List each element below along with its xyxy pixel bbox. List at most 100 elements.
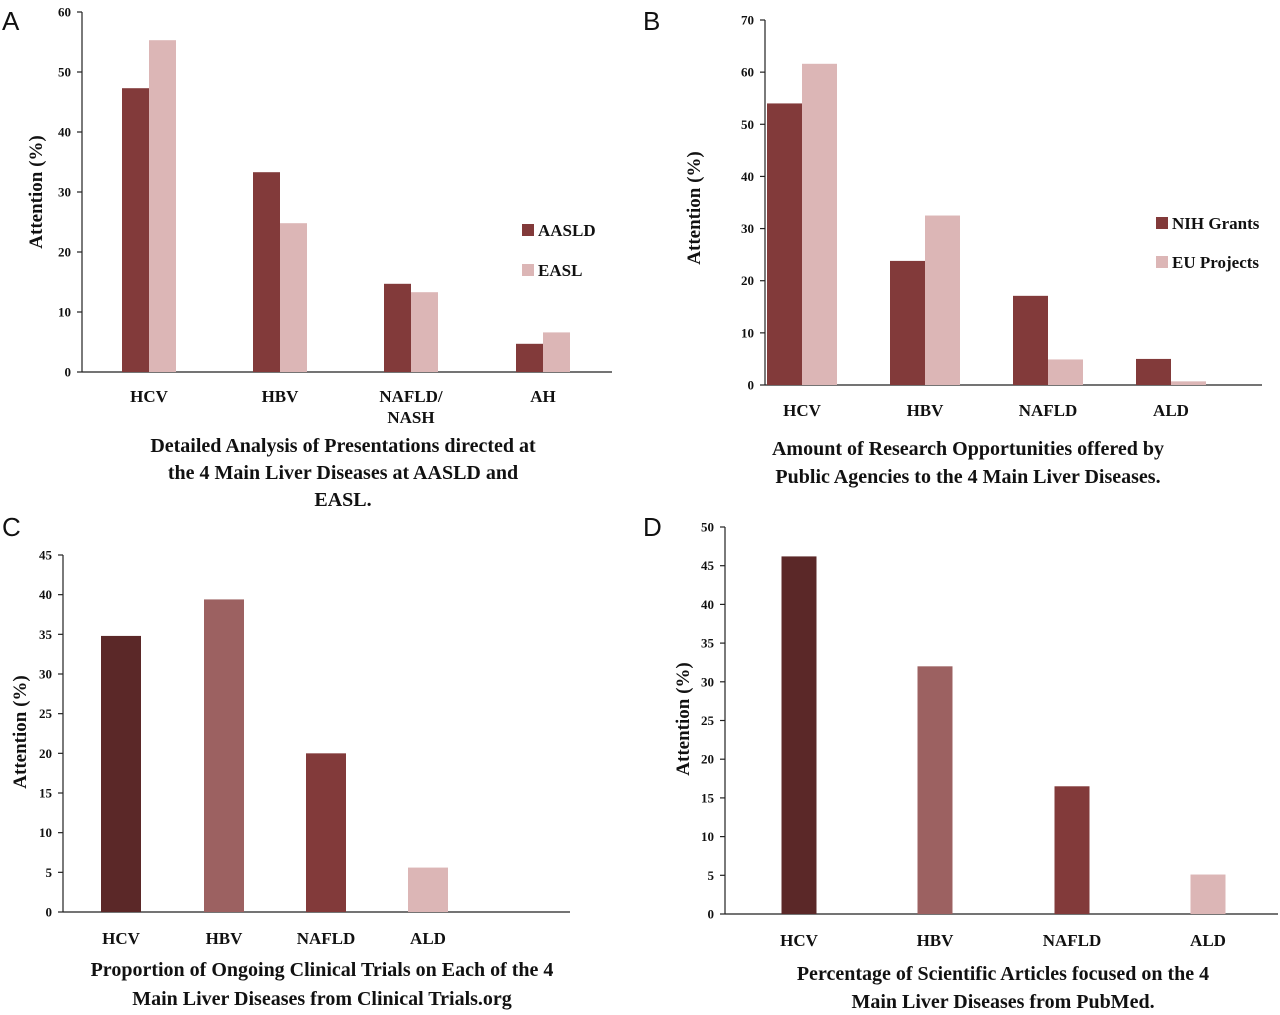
y-tick-label: 50 <box>701 520 714 535</box>
bar-aasld-hbv <box>253 172 280 372</box>
y-tick-label: 50 <box>58 65 71 80</box>
bar-nih-grants-nafld <box>1013 295 1048 385</box>
bar-nafld <box>1054 786 1090 914</box>
x-tick-label: NAFLD <box>1043 931 1102 950</box>
x-tick-label: HBV <box>917 931 955 950</box>
bar-hbv <box>204 599 244 912</box>
bar-ald <box>1190 874 1226 914</box>
x-tick-label: HBV <box>907 401 945 420</box>
panel-letter: D <box>643 512 662 542</box>
bar-eu-projects-ald <box>1171 381 1206 385</box>
x-tick-label: HBV <box>206 929 244 948</box>
y-tick-label: 10 <box>701 829 714 844</box>
panel-a: A 0 10 20 30 40 50 60 Attention (%) AASLD EASL HCV H… <box>2 5 612 511</box>
bar-easl-ah <box>543 332 570 372</box>
legend-label: EU Projects <box>1172 253 1259 272</box>
x-tick-label: NAFLD/NASH <box>379 387 443 427</box>
x-tick-label: HBV <box>262 387 300 406</box>
y-axis-label: Attention (%) <box>10 675 31 788</box>
y-tick-label: 70 <box>741 13 754 28</box>
legend-label: NIH Grants <box>1172 214 1260 233</box>
y-tick-label: 50 <box>741 117 754 132</box>
bar-easl-hcv <box>149 40 176 372</box>
panel-caption-line: the 4 Main Liver Diseases at AASLD and <box>168 462 518 484</box>
bar-easl-nafld <box>411 292 438 372</box>
bar-nih-grants-hbv <box>890 260 925 385</box>
x-tick-label: HCV <box>783 401 822 420</box>
y-tick-label: 45 <box>39 548 53 563</box>
y-tick-label: 30 <box>39 667 52 682</box>
y-tick-label: 10 <box>39 825 52 840</box>
panel-d: D 0 5 10 15 20 25 30 35 40 45 50 Attention (%) HCV HBV… <box>643 512 1278 1013</box>
panel-c: C 0 5 10 15 20 25 30 35 40 45 Attention (%) HCV HBV NA… <box>2 512 570 1010</box>
y-axis-label: Attention (%) <box>684 151 705 264</box>
bar-hcv <box>781 556 817 914</box>
legend-label: AASLD <box>538 221 596 240</box>
legend-swatch <box>1156 217 1168 229</box>
panel-caption-line: EASL. <box>314 489 371 511</box>
y-tick-label: 40 <box>741 169 754 184</box>
y-tick-label: 30 <box>58 185 71 200</box>
y-tick-label: 35 <box>701 636 715 651</box>
y-tick-label: 20 <box>701 752 714 767</box>
y-tick-label: 20 <box>58 245 71 260</box>
y-tick-label: 30 <box>701 674 714 689</box>
y-tick-label: 40 <box>39 587 52 602</box>
legend-label: EASL <box>538 261 582 280</box>
y-tick-label: 10 <box>58 305 71 320</box>
y-tick-label: 5 <box>46 865 53 880</box>
legend-swatch <box>1156 256 1168 268</box>
y-tick-label: 10 <box>741 325 754 340</box>
panel-caption-line: Proportion of Ongoing Clinical Trials on… <box>91 959 554 981</box>
y-tick-label: 60 <box>58 5 71 20</box>
panel-letter: A <box>2 6 20 36</box>
bar-eu-projects-hcv <box>802 63 837 386</box>
x-tick-label: HCV <box>102 929 141 948</box>
panel-caption-line: Percentage of Scientific Articles focuse… <box>797 963 1209 985</box>
x-tick-label: AH <box>530 387 556 406</box>
panel-letter: B <box>643 6 660 36</box>
panel-caption-line: Public Agencies to the 4 Main Liver Dise… <box>775 466 1160 488</box>
panel-caption-line: Main Liver Diseases from PubMed. <box>851 991 1154 1013</box>
bar-nih-grants-hcv <box>767 103 802 385</box>
y-tick-label: 40 <box>58 125 71 140</box>
y-tick-label: 40 <box>701 597 714 612</box>
y-tick-label: 0 <box>708 907 715 922</box>
legend-swatch <box>522 264 534 276</box>
bar-aasld-nafld <box>384 283 411 372</box>
y-axis-label: Attention (%) <box>673 662 694 775</box>
panel-caption-line: Amount of Research Opportunities offered… <box>772 438 1164 460</box>
y-tick-label: 20 <box>39 746 52 761</box>
y-tick-label: 35 <box>39 627 53 642</box>
bar-eu-projects-hbv <box>925 215 960 385</box>
y-tick-label: 15 <box>701 790 715 805</box>
x-tick-label: ALD <box>410 929 446 948</box>
panel-b: B 0 10 20 30 40 50 60 70 Attention (%) NIH Grants E… <box>643 6 1262 488</box>
y-tick-label: 15 <box>39 786 53 801</box>
y-tick-label: 25 <box>39 706 53 721</box>
y-tick-label: 30 <box>741 221 754 236</box>
x-tick-label: NAFLD <box>1019 401 1078 420</box>
y-tick-label: 20 <box>741 273 754 288</box>
x-tick-label: ALD <box>1190 931 1226 950</box>
bar-ald <box>408 867 448 912</box>
y-tick-label: 0 <box>748 378 755 393</box>
bar-hbv <box>917 666 953 914</box>
y-tick-label: 0 <box>46 905 53 920</box>
y-tick-label: 60 <box>741 65 754 80</box>
y-tick-label: 0 <box>65 365 72 380</box>
y-tick-label: 5 <box>708 868 715 883</box>
bar-aasld-ah <box>516 343 543 372</box>
panel-letter: C <box>2 512 21 542</box>
x-tick-label: HCV <box>780 931 819 950</box>
bar-hcv <box>101 635 141 912</box>
panel-caption-line: Main Liver Diseases from Clinical Trials… <box>132 988 512 1010</box>
bar-easl-hbv <box>280 223 307 372</box>
x-tick-label: HCV <box>130 387 169 406</box>
bar-aasld-hcv <box>122 88 149 372</box>
x-tick-label: NAFLD <box>297 929 356 948</box>
y-axis-label: Attention (%) <box>26 135 47 248</box>
legend-swatch <box>522 224 534 236</box>
bar-eu-projects-nafld <box>1048 359 1083 385</box>
